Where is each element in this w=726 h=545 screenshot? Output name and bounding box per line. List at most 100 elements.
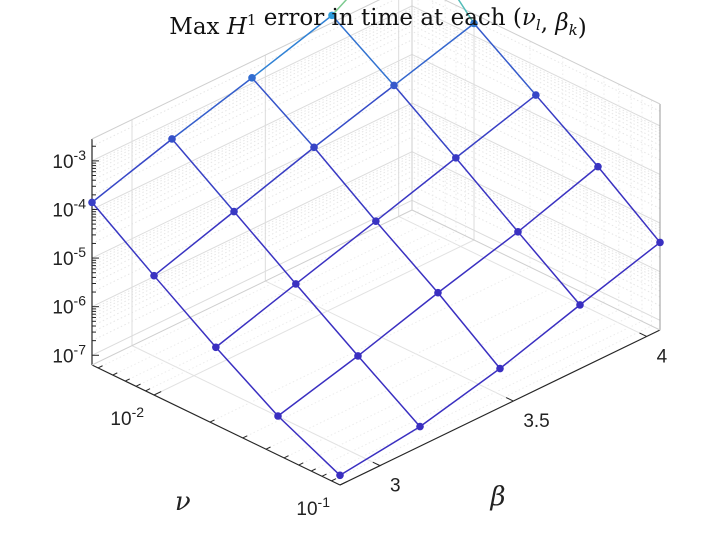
data-point-marker [416, 422, 424, 431]
grid-minor-line [411, 39, 661, 161]
data-point-marker [576, 301, 584, 309]
grid-minor-line [411, 87, 661, 209]
grid-minor-line [298, 309, 619, 466]
data-point-marker [292, 280, 300, 288]
beta-tick-label: 4 [657, 346, 668, 367]
nu-tick-mark [242, 435, 248, 439]
grid-major-line [91, 54, 413, 210]
grid-minor-line [411, 68, 661, 190]
grid-major-line [411, 151, 661, 273]
mesh-edge [233, 146, 315, 213]
axes-frame [91, 0, 661, 486]
mesh-layer [91, 0, 661, 476]
beta-tick-mark [505, 397, 514, 402]
grid-minor-line [91, 176, 413, 333]
grid-minor-line [91, 10, 413, 167]
grid-minor-line [91, 185, 413, 342]
grid-minor-line [411, 117, 661, 239]
grid-minor-line [91, 121, 413, 278]
data-point-marker [168, 135, 176, 143]
grid-minor-line [411, 165, 661, 287]
grid-minor-line [91, 117, 413, 274]
grid-minor-line [91, 165, 413, 322]
grid-minor-line [91, 68, 413, 225]
data-point-marker [88, 198, 96, 207]
mesh-edge [91, 138, 173, 203]
grid-minor-line [91, 16, 413, 173]
nu-axis-label: ν [175, 487, 191, 517]
mesh-edge [457, 0, 475, 24]
marker-layer [88, 11, 664, 480]
grid-minor-line [91, 155, 413, 312]
data-point-marker [230, 207, 238, 216]
grid-major-line [153, 239, 475, 396]
grid-minor-line [411, 20, 661, 141]
grid-major-line [265, 280, 514, 402]
grid-minor-line [411, 128, 661, 249]
text-layer: 10-7 10-6 10-5 10-4 10-3 10-1 10-2 3 3.5 4 ν β Max H… [52, 5, 667, 520]
grid-minor-line [91, 24, 413, 181]
mesh-edge [313, 84, 395, 148]
box-edge-line [91, 0, 381, 140]
grid-major-line [91, 5, 413, 162]
nu-tick-label: 10-1 [296, 494, 330, 520]
mesh-edge [393, 84, 457, 159]
grid-minor-line [91, 153, 413, 310]
data-point-marker [496, 364, 504, 373]
data-point-marker [248, 74, 256, 82]
mesh-edge [251, 77, 315, 148]
nu-tick-mark [135, 383, 141, 387]
grid-minor-line [112, 219, 433, 376]
mesh-edge [517, 166, 599, 233]
grid-minor-line [91, 61, 413, 218]
z-tick-label: 10-7 [52, 341, 86, 367]
mesh-edge [437, 292, 501, 369]
grid-minor-line [91, 136, 413, 293]
nu-axis-line [91, 364, 341, 486]
grid-minor-line [411, 56, 661, 178]
mesh-edge [313, 146, 377, 222]
mesh-edge [171, 77, 253, 140]
grid-minor-line [91, 113, 413, 270]
grid-minor-line [91, 0, 396, 147]
grid-major-line [398, 216, 647, 337]
mesh-edge [437, 231, 519, 294]
data-point-marker [328, 11, 336, 20]
mesh-edge [339, 425, 421, 476]
grid-minor-line [411, 158, 661, 280]
mesh-edge [357, 292, 439, 357]
mesh-edge [153, 210, 235, 277]
grid-minor-line [411, 110, 661, 232]
mesh-edge [331, 14, 395, 86]
nu-tick-mark [97, 365, 103, 369]
mesh-edge [597, 166, 661, 243]
grid-minor-line [242, 282, 563, 439]
data-point-marker [594, 162, 602, 171]
mesh-edge [215, 283, 297, 348]
beta-tick-mark [639, 332, 647, 337]
beta-tick-mark [372, 461, 381, 467]
grid-major-line [411, 102, 661, 224]
data-point-marker [390, 81, 398, 90]
z-tick-label: 10-5 [52, 244, 86, 270]
nu-tick-mark [265, 446, 271, 450]
grid-major-line [91, 102, 413, 259]
nu-tick-mark [339, 481, 348, 486]
data-point-marker [354, 352, 362, 360]
grid-minor-line [411, 185, 661, 307]
grid-minor-line [331, 325, 652, 482]
grid-minor-line [91, 158, 413, 315]
beta-tick-label: 3.5 [523, 411, 549, 432]
data-point-marker [274, 412, 282, 420]
nu-tick-mark [124, 378, 130, 382]
grid-minor-line [91, 7, 413, 164]
mesh-edge [357, 355, 421, 428]
grid-major-line [411, 54, 661, 175]
nu-tick-label: 10-2 [110, 404, 144, 430]
mesh-edge [295, 283, 359, 357]
data-point-marker [212, 343, 220, 352]
mesh-edge [171, 138, 235, 213]
mesh-edge [375, 157, 457, 222]
grid-minor-line [91, 30, 413, 187]
mesh-edge [535, 94, 599, 168]
